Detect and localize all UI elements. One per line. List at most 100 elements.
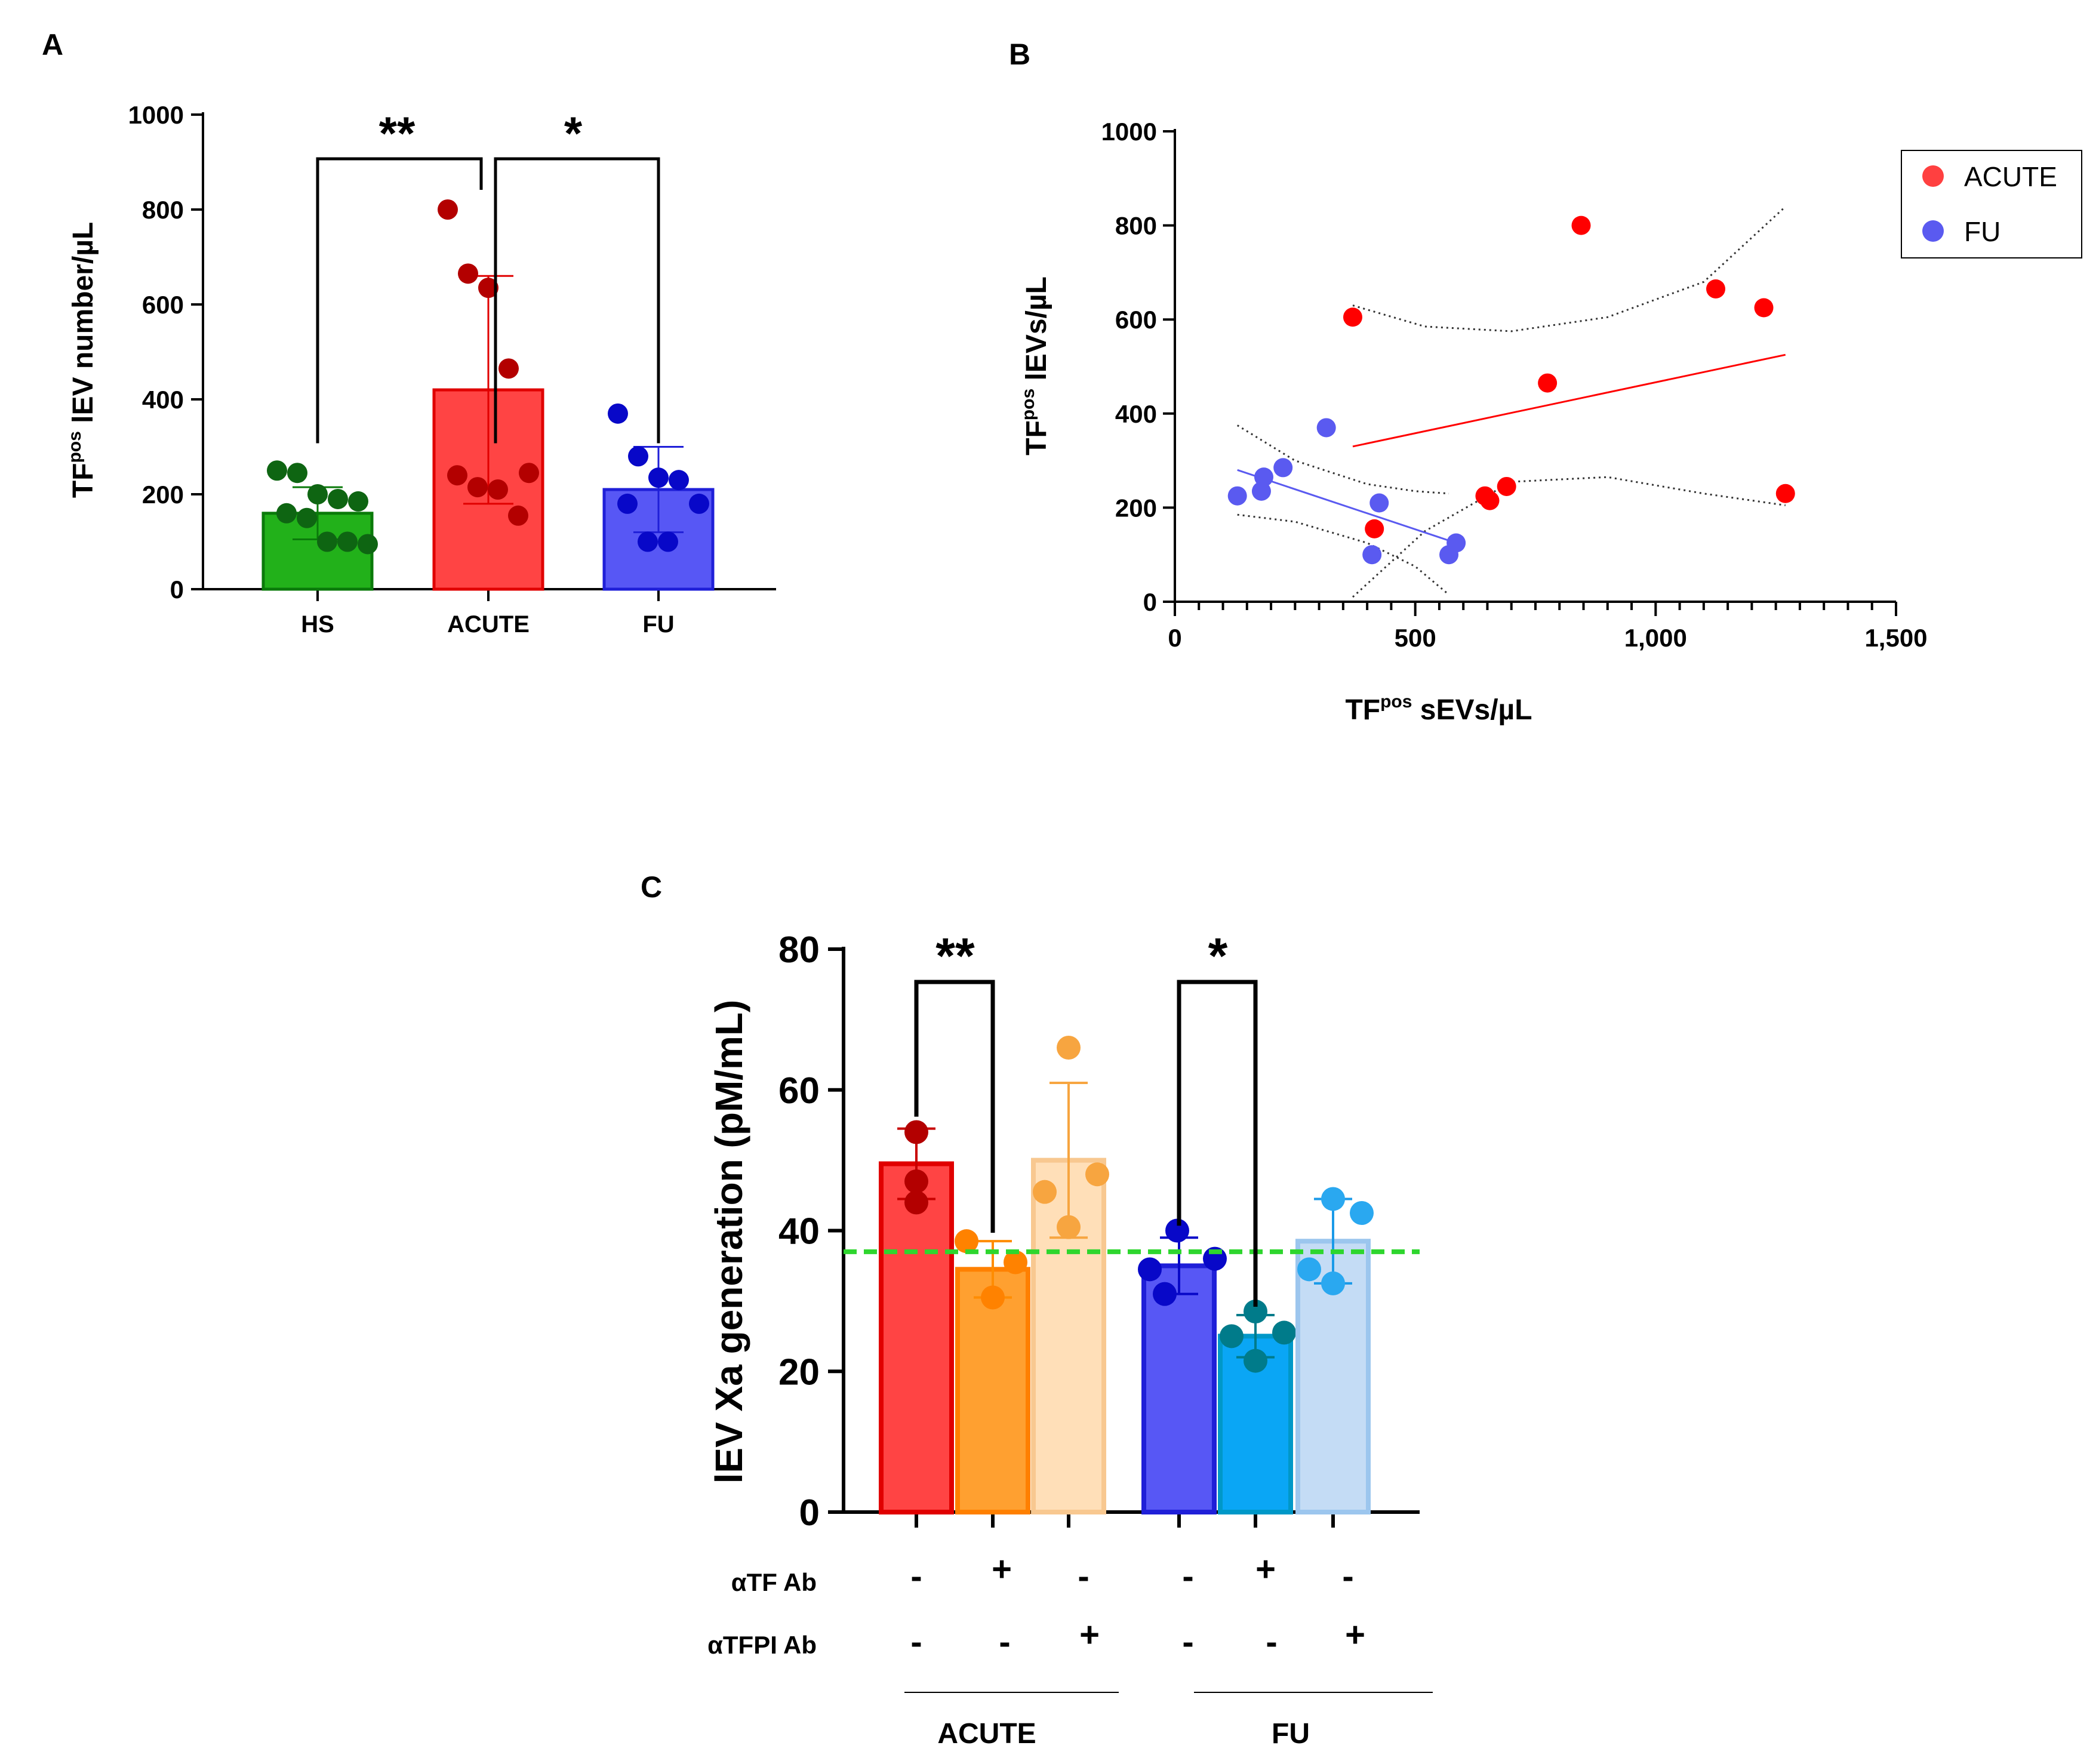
panel-c-data-point — [955, 1229, 978, 1254]
panel-b-y-tick-label: 600 — [1115, 306, 1157, 334]
panel-a-significance-bracket — [316, 157, 483, 444]
panel-b-fu-point — [1362, 545, 1382, 565]
panel-b-y-tick-label: 400 — [1115, 400, 1157, 428]
panel-a-ylabel-rest: lEV number/µL — [67, 222, 99, 431]
panel-b-fu-ci-lower — [1237, 513, 1449, 596]
panel-c-data-point — [981, 1285, 1005, 1310]
panel-c-data-point — [1085, 1162, 1109, 1187]
panel-a-data-point — [669, 470, 689, 491]
panel-b-acute-point — [1775, 484, 1795, 503]
panel-b-fu-point — [1446, 533, 1466, 553]
panel-a-bar-chart: TFpos lEV number/µL 0 200 400 600 800 1000 HS A… — [65, 101, 776, 638]
panel-a-data-point — [267, 460, 287, 481]
panel-c-significance-label: ** — [935, 928, 975, 984]
panel-c-data-point — [904, 1120, 928, 1144]
panel-a-data-point — [337, 531, 358, 552]
panel-a-significance-bracket — [494, 157, 660, 444]
panel-a-data-point — [438, 199, 458, 220]
panel-b-xlabel-rest: sEVs/µL — [1412, 694, 1532, 726]
panel-a-y-tick-label: 1000 — [128, 101, 184, 129]
panel-c-data-point — [1297, 1257, 1321, 1282]
panel-a-data-point — [498, 358, 519, 379]
panel-b-y-tick-label: 1000 — [1101, 118, 1157, 146]
panel-a-ylabel-main: TF — [67, 463, 99, 498]
panel-c-significance-bracket — [1177, 980, 1258, 1307]
panel-c-treatment-row-label: αTFPI Ab — [707, 1631, 817, 1659]
panel-c-treatment-sign: - — [1078, 1557, 1089, 1596]
panel-a-data-point — [608, 403, 628, 424]
panel-a-x-tick-label: HS — [301, 611, 334, 638]
panel-b-acute-point — [1365, 519, 1384, 538]
panel-b-xlabel-sup: pos — [1380, 692, 1412, 712]
panel-b-ylabel-main: TF — [1021, 420, 1052, 455]
panel-c-y-axis-label: lEV Xa generation (pM/mL) — [707, 1000, 750, 1484]
panel-a-data-point — [689, 493, 709, 514]
panel-b-fu-point — [1254, 467, 1273, 487]
panel-b-fu-point — [1273, 458, 1293, 478]
panel-a-letter: A — [42, 28, 63, 61]
panel-a-x-tick-label: ACUTE — [447, 611, 530, 638]
panel-c-treatment-sign: - — [1266, 1623, 1277, 1661]
panel-c-data-point — [1272, 1320, 1296, 1345]
panel-b-fu-point — [1251, 481, 1271, 501]
panel-c-data-point — [1244, 1300, 1267, 1324]
panel-c-data-point — [1220, 1324, 1244, 1349]
panel-c-treatment-sign: - — [1182, 1557, 1193, 1596]
panel-c-y-tick-label: 40 — [778, 1211, 820, 1252]
panel-a-significance-label: * — [564, 107, 583, 159]
panel-c-bar — [879, 1161, 954, 1515]
panel-a-data-point — [467, 477, 488, 498]
panel-c-y-tick-label: 80 — [778, 929, 820, 971]
panel-c-data-point — [1244, 1349, 1267, 1373]
panel-b-x-tick-label: 500 — [1395, 624, 1436, 652]
panel-b-x-tick-label: 0 — [1168, 624, 1181, 652]
panel-c-treatment-sign: + — [1079, 1615, 1100, 1654]
panel-b-legend: ACUTE FU — [1901, 150, 2082, 258]
legend-acute-marker — [1922, 165, 1944, 187]
panel-a-ylabel-sup: pos — [65, 431, 85, 463]
panel-b-ylabel-sup: pos — [1018, 389, 1038, 420]
panel-a-data-point — [648, 467, 669, 488]
panel-c-treatment-sign: - — [1182, 1623, 1193, 1661]
panel-c-y-tick-label: 0 — [799, 1492, 820, 1534]
panel-c-data-point — [1138, 1257, 1162, 1282]
panel-c-treatment-sign: + — [992, 1550, 1012, 1588]
legend-fu-label: FU — [1964, 216, 2000, 247]
panel-b-y-tick-label: 200 — [1115, 494, 1157, 522]
panel-a-y-tick-label: 400 — [142, 386, 184, 414]
panel-c-treatment-sign: - — [999, 1623, 1010, 1661]
panel-b-fu-point — [1369, 493, 1389, 513]
panel-a-data-point — [297, 507, 317, 528]
panel-b-acute-point — [1343, 307, 1362, 327]
panel-b-acute-point — [1480, 491, 1500, 510]
panel-c-y-tick-label: 60 — [778, 1070, 820, 1112]
panel-c-significance-bracket — [914, 980, 995, 1233]
panel-a-data-point — [447, 465, 467, 486]
panel-c-treatment-sign: - — [910, 1557, 922, 1596]
panel-b-acute-point — [1571, 216, 1591, 235]
panel-a-y-tick-label: 0 — [170, 575, 184, 604]
panel-c-data-point — [1033, 1180, 1057, 1204]
panel-c-data-point — [904, 1169, 928, 1193]
panel-c-data-point — [1057, 1215, 1081, 1239]
panel-c-data-point — [1004, 1250, 1027, 1274]
panel-b-x-tick-label: 1,500 — [1864, 624, 1927, 652]
panel-c-bar — [1141, 1263, 1217, 1514]
panel-c-treatment-sign: + — [1255, 1550, 1276, 1588]
panel-b-acute-ci-upper — [1352, 205, 1786, 333]
legend-acute-label: ACUTE — [1964, 161, 2057, 192]
panel-b-fu-point — [1227, 486, 1247, 506]
panel-a-y-axis-label: TFpos lEV number/µL — [65, 222, 99, 498]
panel-b-y-axis-label: TFpos lEVs/µL — [1018, 276, 1052, 455]
panel-a-data-point — [307, 484, 328, 504]
panel-b-acute-point — [1706, 279, 1725, 298]
panel-b-fu-regression-line — [1237, 469, 1457, 544]
panel-b-acute-regression-line — [1352, 353, 1786, 448]
panel-c-data-point — [1153, 1282, 1177, 1306]
panel-c-data-point — [1350, 1201, 1374, 1226]
panel-c-bar — [955, 1267, 1030, 1515]
legend-fu-marker — [1922, 220, 1944, 242]
panel-b-fu-point — [1316, 418, 1336, 438]
